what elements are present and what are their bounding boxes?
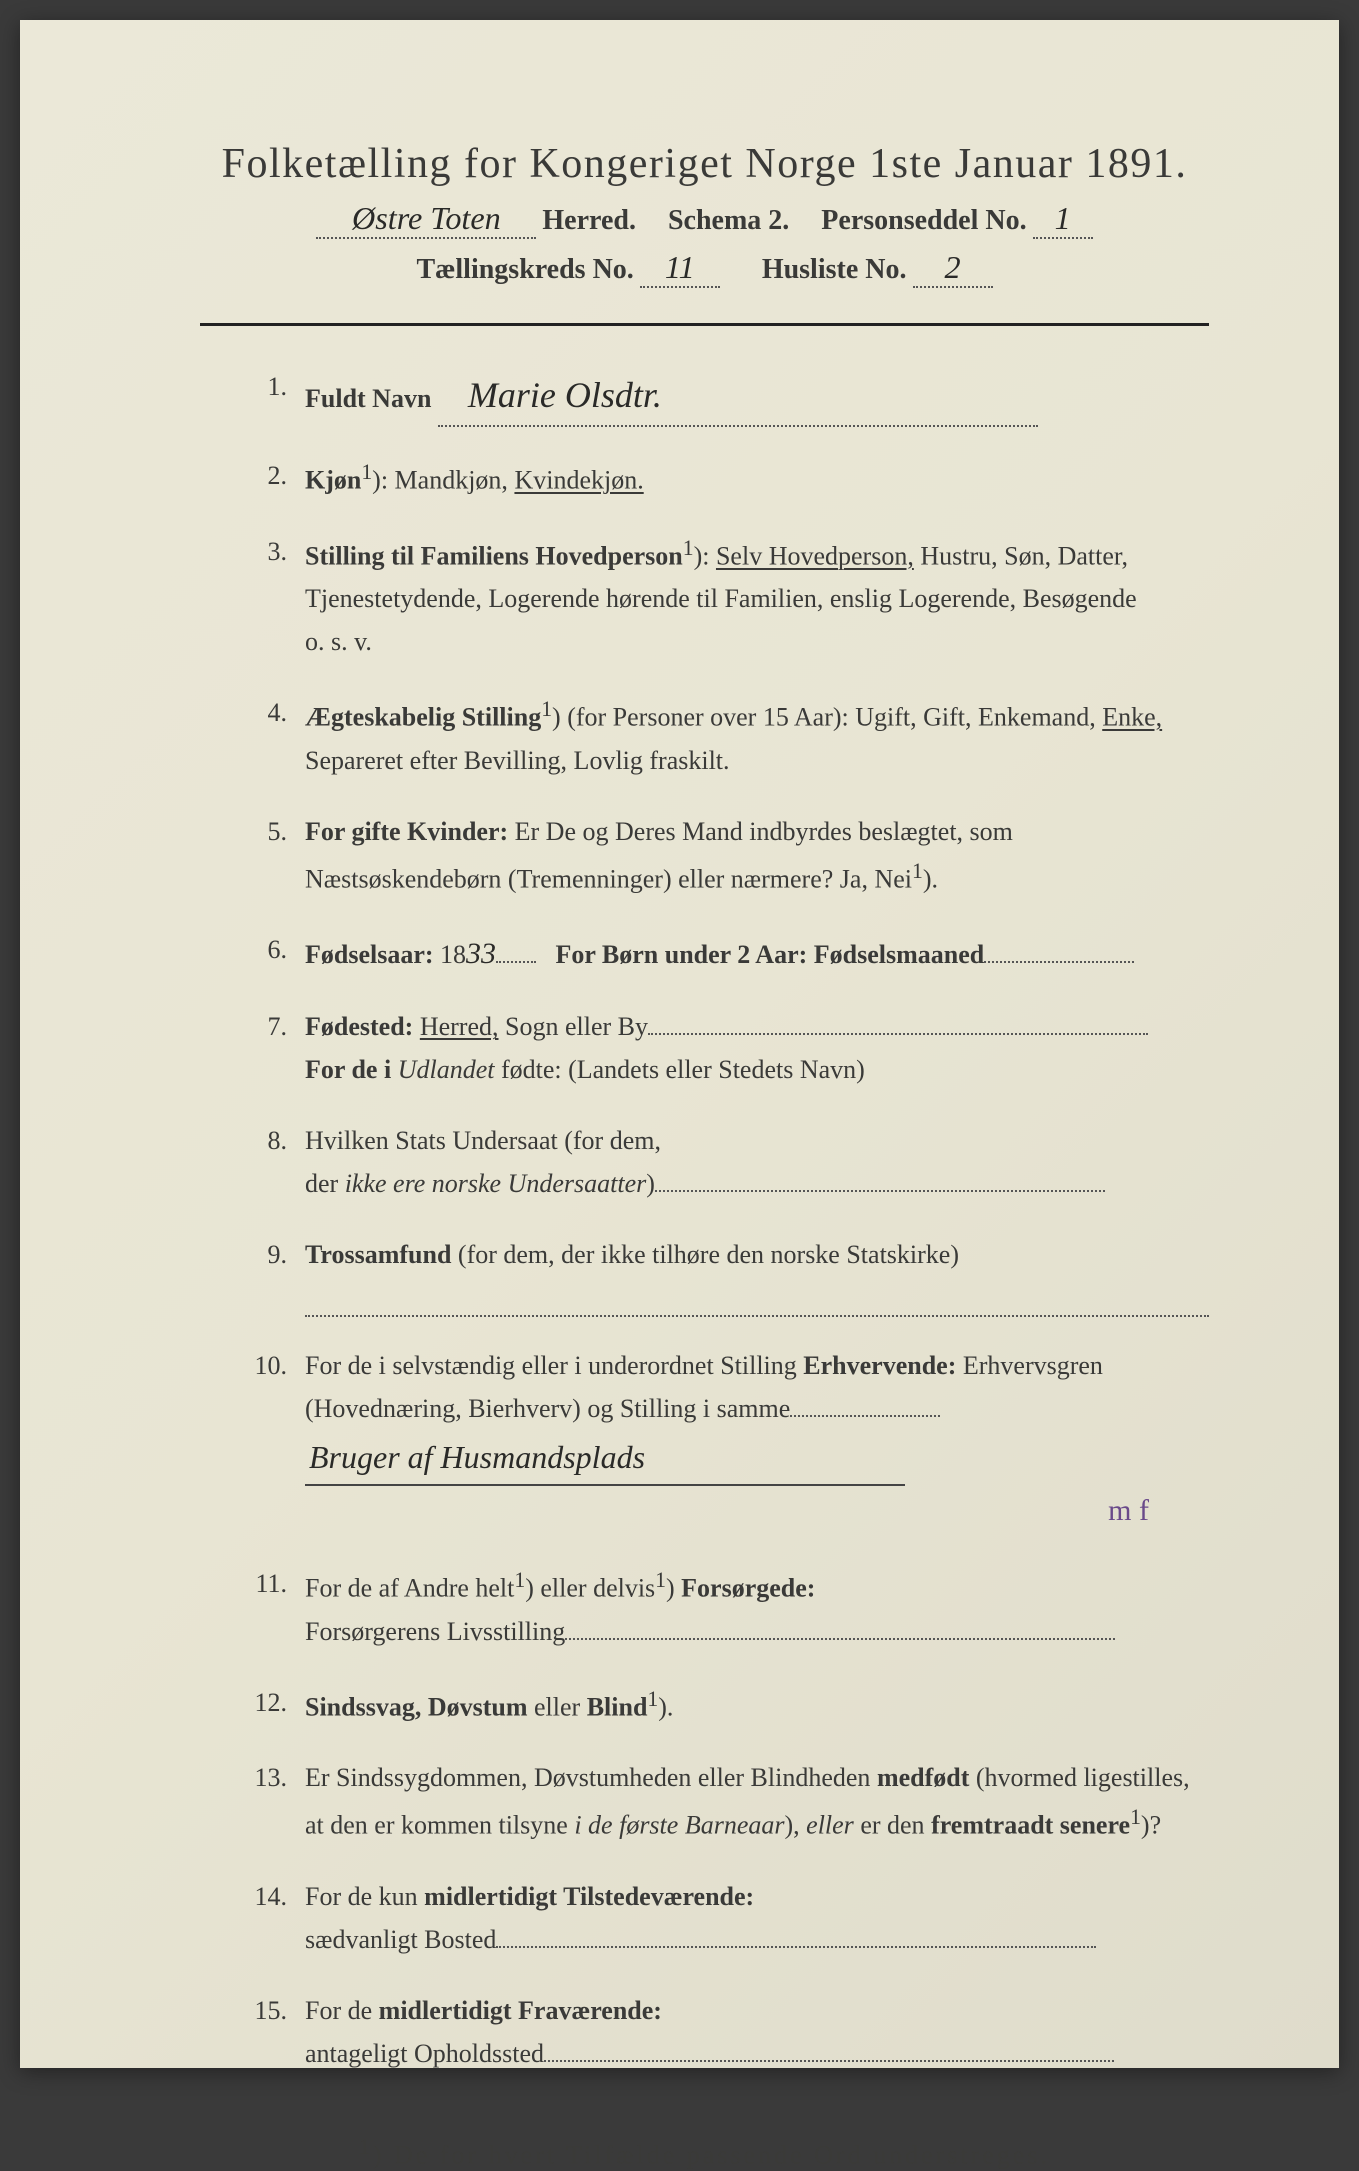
form-header: Folketælling for Kongeriget Norge 1ste J… (200, 140, 1209, 288)
field-num: 8. (250, 1120, 305, 1206)
field-num: 13. (250, 1757, 305, 1847)
field-11: 11. For de af Andre helt1) eller delvis1… (250, 1563, 1209, 1653)
field-6: 6. Fødselsaar: 1833 For Børn under 2 Aar… (250, 929, 1209, 978)
birth-year: 33 (466, 937, 496, 970)
header-row-1: Østre Toten Herred. Schema 2. Personsedd… (200, 200, 1209, 239)
husliste-label: Husliste No. (762, 254, 907, 286)
selected-relation: Selv Hovedperson, (716, 542, 914, 571)
field-13: 13. Er Sindssygdommen, Døvstumheden elle… (250, 1757, 1209, 1847)
field-7: 7. Fødested: Herred, Sogn eller By For d… (250, 1006, 1209, 1092)
form-title: Folketælling for Kongeriget Norge 1ste J… (200, 140, 1209, 188)
field-12: 12. Sindssvag, Døvstum eller Blind1). (250, 1682, 1209, 1730)
field-5: 5. For gifte Kvinder: Er De og Deres Man… (250, 811, 1209, 901)
selected-gender: Kvindekjøn. (514, 466, 643, 495)
personseddel-value: 1 (1033, 200, 1093, 239)
field-num: 14. (250, 1876, 305, 1962)
field-num: 3. (250, 531, 305, 664)
header-divider (200, 323, 1209, 326)
personseddel-label: Personseddel No. (821, 205, 1026, 237)
census-form-page: Folketælling for Kongeriget Norge 1ste J… (20, 20, 1339, 2068)
field-15: 15. For de midlertidigt Fraværende: anta… (250, 1990, 1209, 2076)
stamp-mark: m f (305, 1486, 1209, 1536)
kreds-value: 11 (640, 249, 720, 288)
field-10: 10. For de i selvstændig eller i underor… (250, 1345, 1209, 1535)
field-label: Fødselsaar: (305, 940, 440, 969)
field-num: 15. (250, 1990, 305, 2076)
field-num: 5. (250, 811, 305, 901)
herred-value: Østre Toten (316, 200, 536, 239)
kreds-label: Tællingskreds No. (416, 254, 633, 286)
field-8: 8. Hvilken Stats Undersaat (for dem, der… (250, 1120, 1209, 1206)
field-label: Stilling til Familiens Hovedperson (305, 542, 683, 571)
field-9: 9. Trossamfund (for dem, der ikke tilhør… (250, 1234, 1209, 1317)
selected-birthplace-type: Herred, (420, 1012, 499, 1041)
field-label: Trossamfund (305, 1240, 451, 1269)
field-num: 12. (250, 1682, 305, 1730)
field-num: 10. (250, 1345, 305, 1535)
field-2: 2. Kjøn1): Mandkjøn, Kvindekjøn. (250, 455, 1209, 503)
field-1: 1. Fuldt Navn Marie Olsdtr. (250, 366, 1209, 427)
field-label: Fødested: (305, 1012, 413, 1041)
field-num: 11. (250, 1563, 305, 1653)
occupation-value: Bruger af Husmandsplads (305, 1431, 905, 1486)
field-label: Kjøn (305, 466, 361, 495)
footnote: 1) De for hvert Tilfælde passende Ord un… (200, 2135, 1209, 2171)
field-14: 14. For de kun midlertidigt Tilstedevære… (250, 1876, 1209, 1962)
field-4: 4. Ægteskabelig Stilling1) (for Personer… (250, 692, 1209, 782)
husliste-value: 2 (913, 249, 993, 288)
selected-marital: Enke, (1102, 703, 1162, 732)
field-num: 2. (250, 455, 305, 503)
field-num: 7. (250, 1006, 305, 1092)
header-row-2: Tællingskreds No. 11 Husliste No. 2 (200, 249, 1209, 288)
field-label: For gifte Kvinder: (305, 817, 508, 846)
field-num: 6. (250, 929, 305, 978)
field-label: Ægteskabelig Stilling (305, 703, 541, 732)
field-list: 1. Fuldt Navn Marie Olsdtr. 2. Kjøn1): M… (200, 366, 1209, 2075)
field-label: Fuldt Navn (305, 384, 431, 413)
name-value: Marie Olsdtr. (438, 366, 1038, 427)
field-label: Sindssvag, Døvstum (305, 1693, 528, 1722)
field-3: 3. Stilling til Familiens Hovedperson1):… (250, 531, 1209, 664)
field-num: 9. (250, 1234, 305, 1317)
field-num: 4. (250, 692, 305, 782)
schema-label: Schema 2. (668, 205, 789, 237)
field-num: 1. (250, 366, 305, 427)
herred-label: Herred. (542, 205, 636, 237)
